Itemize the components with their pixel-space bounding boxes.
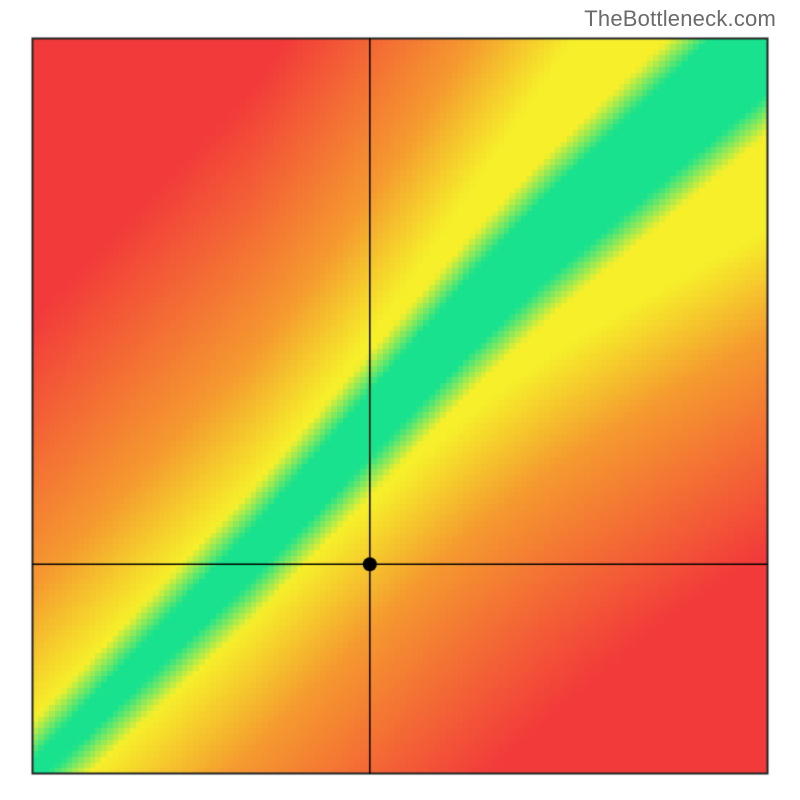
bottleneck-heatmap (0, 0, 800, 800)
